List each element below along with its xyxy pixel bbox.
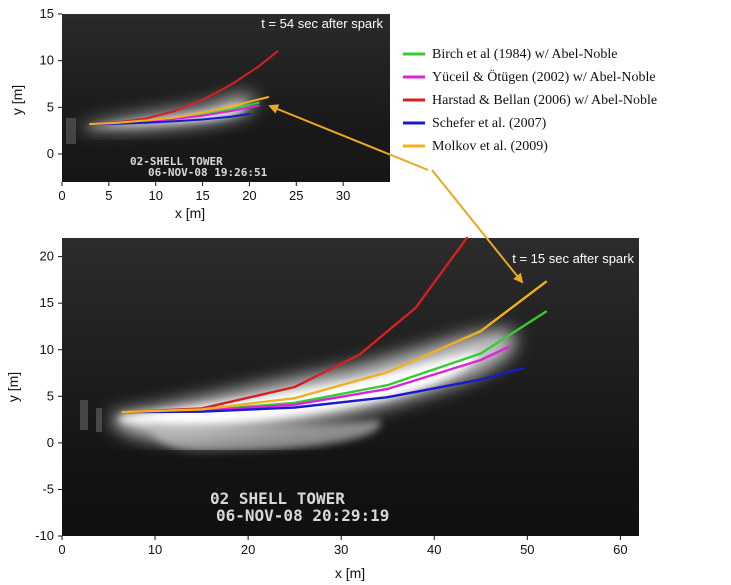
legend-entry-label: Harstad & Bellan (2006) w/ Abel-Noble	[432, 93, 657, 108]
top-y-tick-label: 15	[40, 6, 54, 21]
top-time-annotation: t = 54 sec after spark	[261, 16, 383, 31]
top-x-tick-label: 25	[289, 188, 303, 203]
top-x-tick-label: 15	[195, 188, 209, 203]
legend-entry-label: Schefer et al. (2007)	[432, 116, 547, 131]
legend-entry-label: Yüceil & Ötügen (2002) w/ Abel-Noble	[432, 68, 656, 85]
legend-entry-label: Birch et al (1984) w/ Abel-Noble	[432, 47, 617, 62]
legend-entry-label: Molkov et al. (2009)	[432, 139, 548, 154]
top-series-group	[89, 50, 279, 126]
top-plot: 02-SHELL TOWER 06-NOV-08 19:26:51 t = 54…	[9, 6, 390, 221]
top-x-tick-label: 0	[58, 188, 65, 203]
bottom-series-line-4	[121, 280, 548, 414]
top-x-tick-label: 20	[242, 188, 256, 203]
legend: Birch et al (1984) w/ Abel-Noble Yüceil &…	[403, 47, 657, 154]
top-stamp-line1: 02-SHELL TOWER	[130, 155, 223, 168]
top-x-axis-label: x [m]	[175, 205, 205, 221]
top-y-tick-label: 5	[47, 99, 54, 114]
bottom-plot: 02 SHELL TOWER 06-NOV-08 20:29:19 t = 15…	[5, 236, 639, 581]
bottom-y-tick-label: 0	[47, 435, 54, 450]
bottom-x-axis-label: x [m]	[335, 565, 365, 581]
bottom-x-tick-label: 0	[58, 542, 65, 557]
bottom-x-tick-label: 10	[148, 542, 162, 557]
bottom-y-tick-label: -10	[35, 528, 54, 543]
top-x-tick-label: 30	[336, 188, 350, 203]
bottom-y-axis-label: y [m]	[5, 372, 21, 402]
bottom-x-tick-label: 20	[241, 542, 255, 557]
arrow-to-top-curve	[268, 104, 429, 171]
bottom-stamp-line2: 06-NOV-08 20:29:19	[216, 506, 389, 525]
bottom-x-tick-label: 60	[613, 542, 627, 557]
bottom-x-ticks: 0 10 20 30 40 50 60	[58, 536, 628, 557]
top-x-ticks: 0 5 10 15 20 25 30	[58, 182, 350, 203]
top-x-tick-label: 10	[148, 188, 162, 203]
bottom-y-tick-label: 15	[40, 295, 54, 310]
bottom-y-ticks: -10 -5 0 5 10 15 20	[35, 249, 62, 543]
top-y-ticks: 0 5 10 15	[40, 6, 62, 161]
top-y-tick-label: 0	[47, 146, 54, 161]
bottom-time-annotation: t = 15 sec after spark	[512, 251, 634, 266]
bottom-x-tick-label: 50	[520, 542, 534, 557]
bottom-y-tick-label: 5	[47, 388, 54, 403]
top-x-tick-label: 5	[105, 188, 112, 203]
bottom-y-tick-label: 10	[40, 342, 54, 357]
arrow-to-bottom-curve	[431, 169, 524, 284]
top-stamp-line2: 06-NOV-08 19:26:51	[148, 166, 268, 179]
bottom-y-tick-label: -5	[42, 481, 54, 496]
pointer-arrows	[268, 104, 524, 284]
top-series-line-4	[89, 96, 270, 126]
bottom-stamp-line1: 02 SHELL TOWER	[210, 489, 345, 508]
top-y-tick-label: 10	[40, 53, 54, 68]
top-y-axis-label: y [m]	[9, 85, 25, 115]
bottom-y-tick-label: 20	[40, 249, 54, 264]
bottom-series-line-3	[121, 367, 524, 414]
bottom-x-tick-label: 30	[334, 542, 348, 557]
bottom-series-group	[121, 236, 548, 414]
bottom-x-tick-label: 40	[427, 542, 441, 557]
